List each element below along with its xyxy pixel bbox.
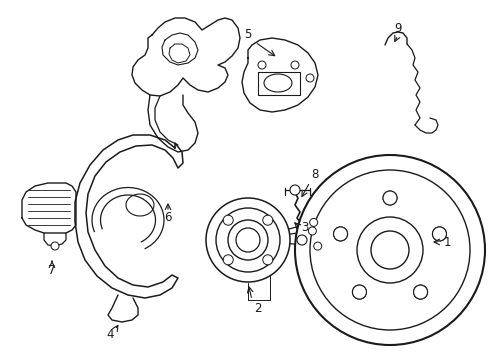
Text: 7: 7 [48,264,56,276]
Text: 2: 2 [254,301,261,315]
Circle shape [313,242,321,250]
Text: 6: 6 [164,211,171,225]
Circle shape [413,285,427,299]
Circle shape [382,191,396,205]
Text: 1: 1 [442,237,450,249]
Circle shape [431,227,446,241]
Text: 4: 4 [106,328,114,342]
Text: 9: 9 [393,22,401,35]
Circle shape [352,285,366,299]
Circle shape [333,227,347,241]
Circle shape [308,227,316,235]
Circle shape [223,215,233,225]
Circle shape [309,170,469,330]
Circle shape [223,255,233,265]
Circle shape [258,61,265,69]
Circle shape [431,227,446,241]
Circle shape [205,198,289,282]
Circle shape [305,74,313,82]
Circle shape [216,208,280,272]
Text: 3: 3 [301,221,308,234]
Circle shape [51,242,59,250]
Circle shape [236,228,260,252]
Circle shape [352,285,366,299]
Text: 5: 5 [244,28,251,41]
Circle shape [262,215,272,225]
Circle shape [370,231,408,269]
Circle shape [289,185,299,195]
Circle shape [294,155,484,345]
Text: 8: 8 [311,168,318,181]
Circle shape [296,235,306,245]
Circle shape [290,61,298,69]
Circle shape [333,227,347,241]
Circle shape [227,220,267,260]
Circle shape [382,191,396,205]
Circle shape [309,219,317,226]
Circle shape [413,285,427,299]
Circle shape [356,217,422,283]
Circle shape [262,255,272,265]
